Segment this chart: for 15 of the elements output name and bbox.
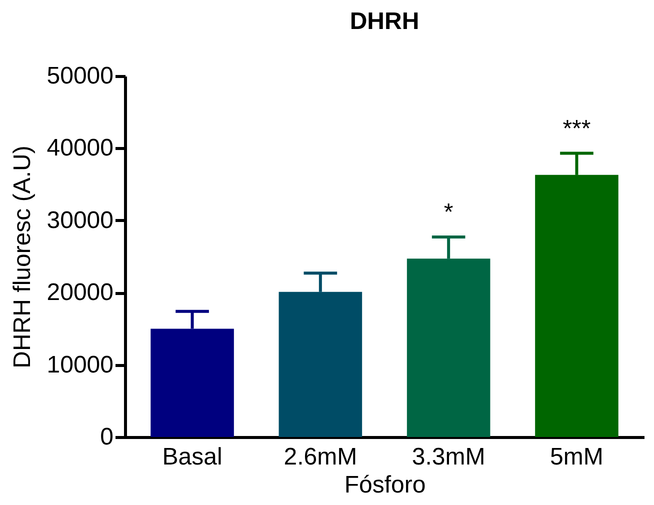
y-axis-title: DHRH fluoresc (A.U) [8,146,36,368]
annotation: *** [562,115,591,142]
x-tick-label: 5mM [550,444,604,470]
y-tick-label: 50000 [46,62,114,90]
y-tick-label: 0 [100,424,114,450]
x-axis-title: Fósforo [344,472,426,498]
y-tick-label: 10000 [46,351,114,378]
chart-title: DHRH [350,8,420,35]
x-tick-label: 2.6mM [284,444,358,470]
annotation: * [444,199,454,226]
y-tick-label: 30000 [46,206,114,234]
x-tick-label: 3.3mM [412,444,486,470]
y-tick-label: 40000 [46,134,114,162]
x-tick-label: Basal [162,444,222,470]
y-tick-label: 20000 [46,279,114,306]
